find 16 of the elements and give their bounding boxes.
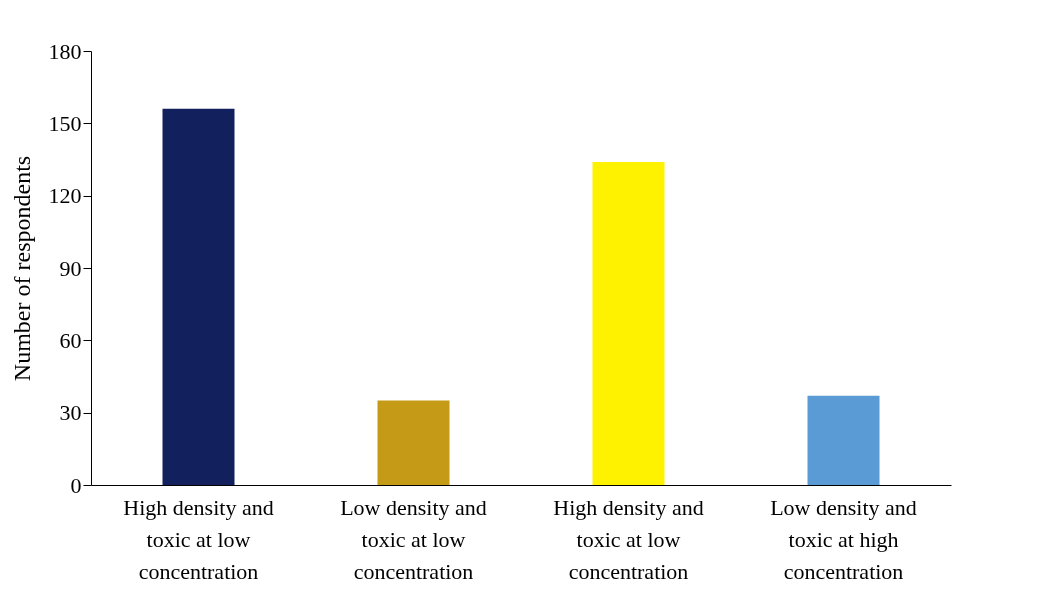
y-tick-label: 60 (59, 327, 82, 353)
bar (807, 395, 880, 485)
y-tick-label: 0 (70, 472, 82, 498)
y-tick-label: 150 (48, 110, 82, 136)
y-tick-label: 30 (59, 400, 82, 426)
bar (162, 108, 235, 485)
x-tick-label: Low density and toxic at high concentration (770, 494, 917, 584)
x-tick-label: Low density and toxic at low concentration (340, 494, 487, 584)
bar (377, 400, 450, 485)
bar (592, 161, 665, 485)
y-axis-title: Number of respondents (8, 155, 35, 382)
x-tick-label: High density and toxic at low concentration (553, 494, 704, 584)
y-tick-label: 120 (48, 183, 82, 209)
y-tick-label: 180 (48, 38, 82, 64)
x-tick-label: High density and toxic at low concentration (123, 494, 274, 584)
y-tick-label: 90 (59, 255, 82, 281)
